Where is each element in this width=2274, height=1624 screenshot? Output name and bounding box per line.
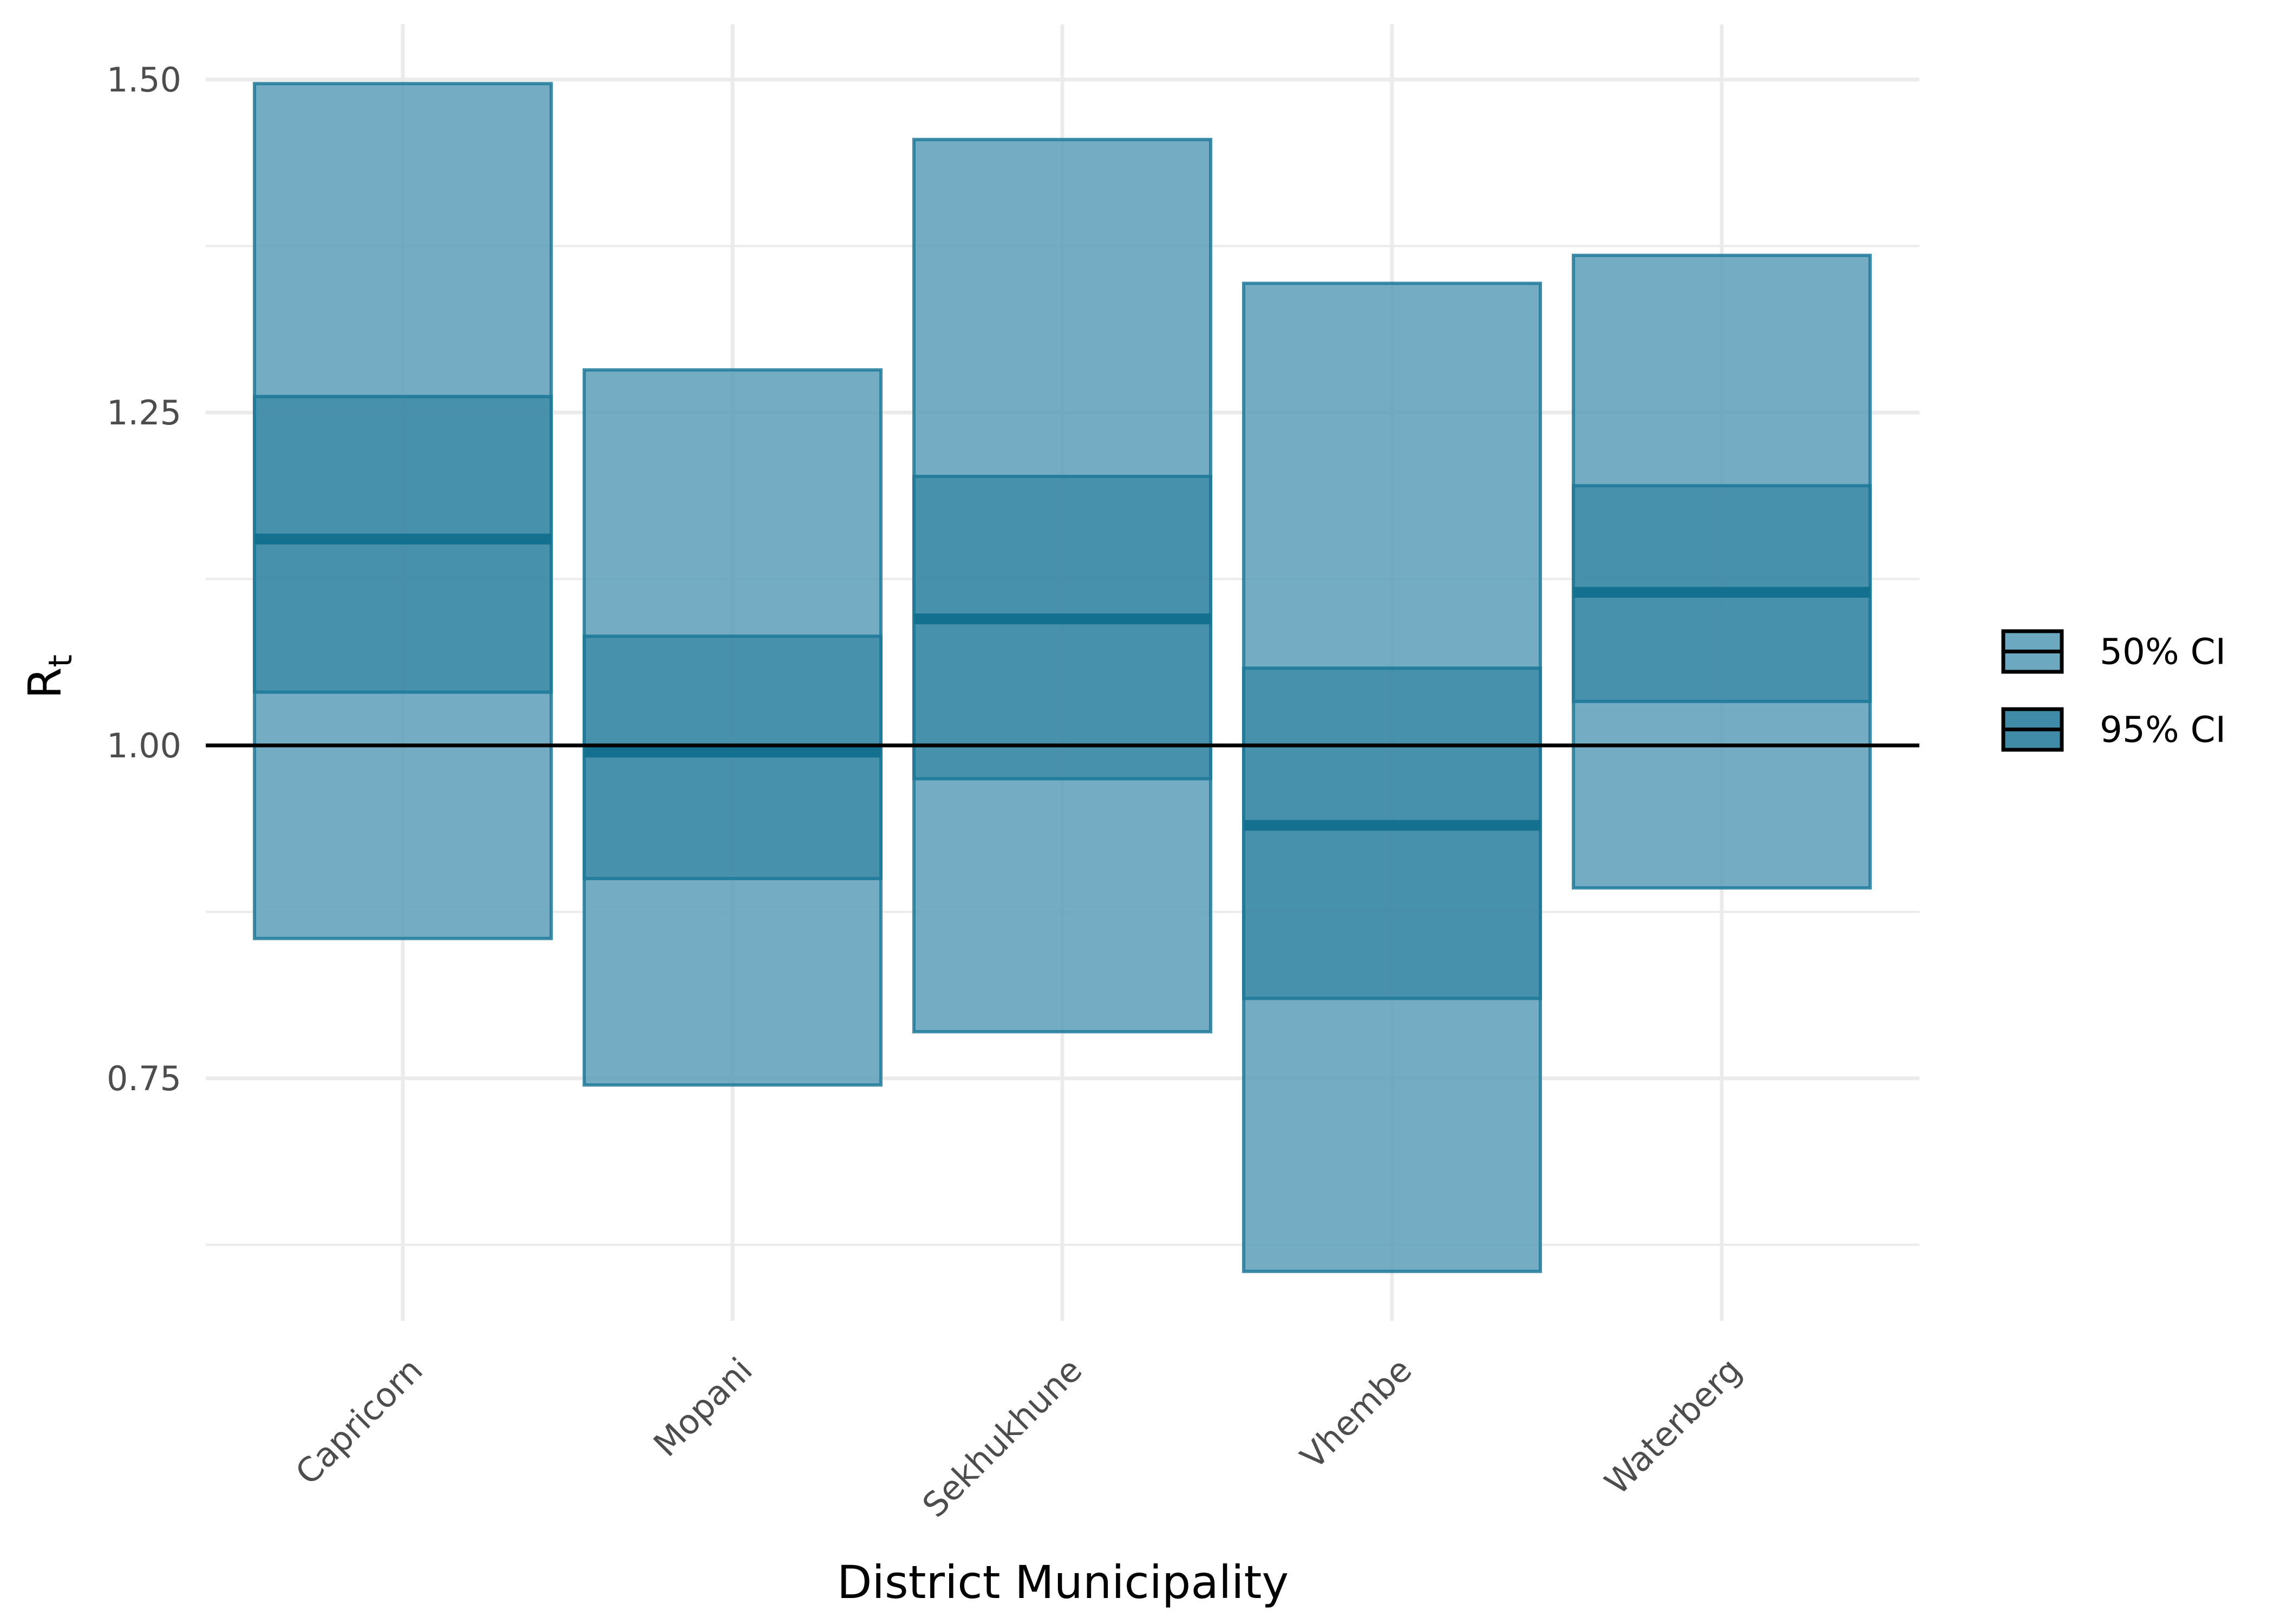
legend-label-0: 50% CI	[2100, 631, 2226, 673]
y-axis-title-subscript: t	[42, 654, 80, 667]
legend-label-1: 95% CI	[2100, 709, 2226, 751]
y-axis-tick-labels: 0.75 1.00 1.25 1.50	[107, 60, 181, 1098]
ci50-bar-vhembe	[1242, 666, 1542, 1000]
ci50-bar-sekhukhune	[912, 475, 1212, 781]
x-axis-title: District Municipality	[837, 1556, 1289, 1609]
y-axis-title: Rt	[18, 654, 80, 699]
y-tick-label: 1.25	[107, 393, 181, 433]
y-tick-label: 0.75	[107, 1059, 181, 1098]
legend: 50% CI 95% CI	[2001, 629, 2226, 752]
y-tick-label: 1.00	[107, 726, 181, 765]
y-axis-title-main: R	[18, 667, 71, 699]
y-tick-label: 1.50	[107, 60, 181, 100]
median-layer	[254, 533, 1870, 831]
